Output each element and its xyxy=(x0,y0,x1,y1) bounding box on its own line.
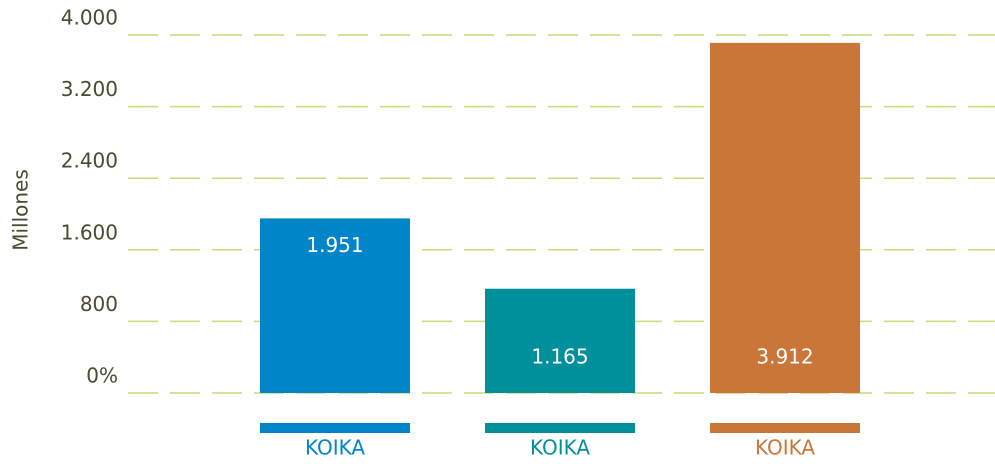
bar xyxy=(485,288,635,393)
value-label: 3.912 xyxy=(756,345,813,369)
x-tick-label: KOIKA xyxy=(530,436,590,460)
bar xyxy=(710,42,860,393)
y-tick-label: 3.200 xyxy=(61,77,118,101)
bar xyxy=(260,218,410,393)
y-tick-label: 0% xyxy=(86,364,118,388)
category-strip xyxy=(485,423,635,433)
category-strip xyxy=(260,423,410,433)
value-label: 1.951 xyxy=(306,233,363,257)
x-tick-label: KOIKA xyxy=(755,436,815,460)
category-strip xyxy=(710,423,860,433)
y-axis-label: Millones xyxy=(9,169,33,251)
y-tick-label: 1.600 xyxy=(61,220,118,244)
value-label: 1.165 xyxy=(531,345,588,369)
y-tick-label: 800 xyxy=(80,292,118,316)
y-tick-label: 2.400 xyxy=(61,149,118,173)
y-tick-label: 4.000 xyxy=(61,6,118,30)
x-tick-label: KOIKA xyxy=(305,436,365,460)
